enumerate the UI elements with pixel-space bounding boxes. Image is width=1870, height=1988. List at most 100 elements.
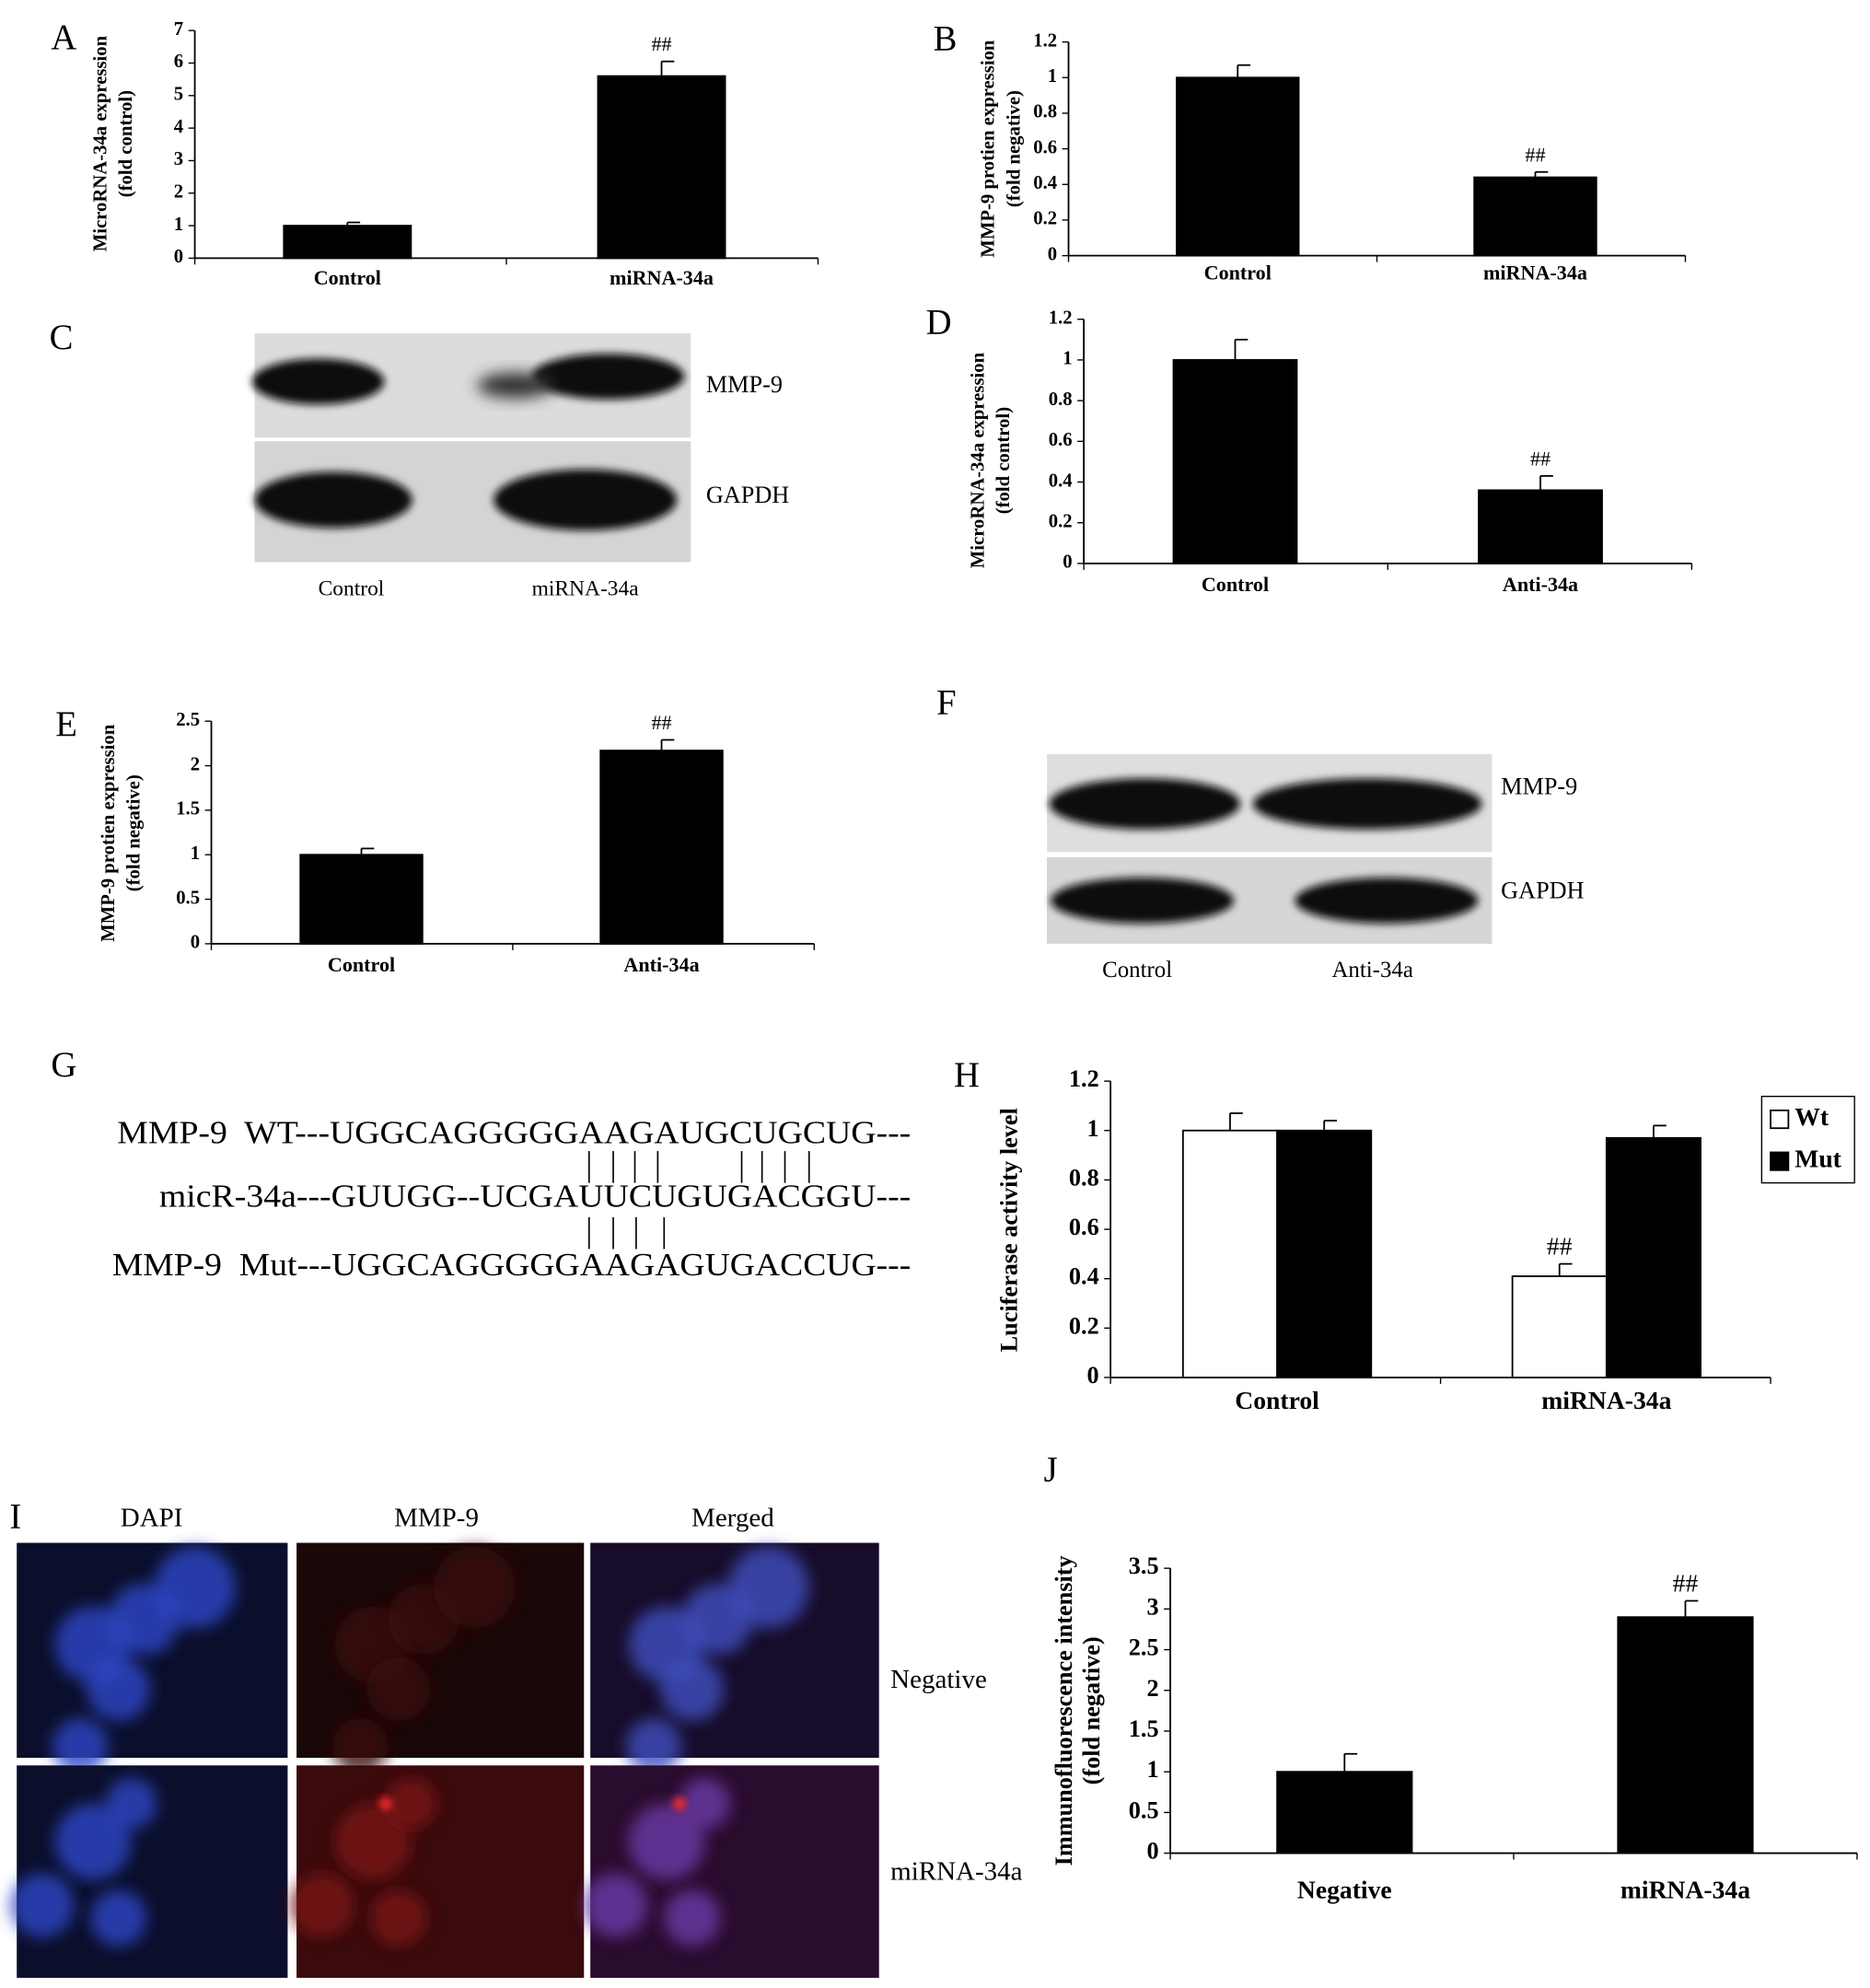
x-tick-label: miRNA-34a	[1541, 1386, 1671, 1414]
y-tick-label: 0.8	[1033, 102, 1057, 122]
y-tick-label: 0.4	[1033, 173, 1057, 193]
cell	[154, 1546, 236, 1629]
band	[494, 469, 678, 531]
y-axis-label: MicroRNA-34a expression	[90, 35, 110, 251]
bar	[1181, 1129, 1278, 1378]
y-tick-label: 0.4	[1069, 1263, 1099, 1290]
y-tick-label: 2.5	[176, 710, 200, 730]
red-spot	[672, 1796, 686, 1810]
cell	[10, 1873, 75, 1937]
red-spot	[378, 1796, 392, 1810]
error-bar	[1558, 1262, 1573, 1277]
panel-label: J	[1044, 1450, 1058, 1489]
annotation: ##	[1530, 447, 1551, 470]
lane-label: Anti-34a	[1331, 958, 1412, 982]
bar	[1617, 1616, 1754, 1854]
error-bar	[660, 60, 675, 76]
row-label: miRNA-34a	[890, 1856, 1023, 1886]
cell	[625, 1718, 682, 1774]
error-bar	[1539, 474, 1553, 491]
lane-label: miRNA-34a	[532, 576, 640, 600]
panel-label: H	[954, 1056, 980, 1095]
panel-label: G	[51, 1046, 76, 1085]
column-label: Merged	[691, 1503, 774, 1532]
y-tick-label: 1	[1063, 349, 1072, 369]
cell	[660, 1657, 725, 1721]
band-label: MMP-9	[706, 371, 783, 398]
band	[1049, 778, 1241, 830]
row-label: Negative	[890, 1665, 987, 1694]
bar	[1473, 176, 1597, 257]
legend-swatch	[1770, 1109, 1790, 1130]
y-axis-label: MicroRNA-34a expression	[969, 352, 989, 568]
cell	[584, 1873, 648, 1937]
annotation: ##	[651, 32, 671, 55]
cell	[290, 1873, 354, 1937]
sequence-line: MMP-9 WT---UGGCAGGGGGAAGAUGCUGCUG---	[117, 1115, 911, 1150]
y-tick-label: 1	[174, 215, 183, 235]
y-tick-label: 0	[1048, 244, 1057, 264]
cell	[679, 1778, 731, 1830]
band-label: GAPDH	[1501, 878, 1584, 904]
band-label: GAPDH	[706, 482, 789, 508]
chart: D 0 0.2 0.4 0.6 0.8 1 1.2 MicroRNA-34a expressio…	[926, 303, 1693, 596]
cell	[628, 1803, 705, 1880]
y-tick-label: 1.5	[1129, 1715, 1159, 1742]
x-tick-label: miRNA-34a	[1483, 261, 1587, 284]
cell	[105, 1778, 157, 1830]
panel-label: F	[936, 684, 957, 723]
chart: A 0 1 2 3 4 5 6 7 MicroRNA-34a expression (fold co…	[51, 18, 819, 289]
bar	[599, 750, 724, 945]
y-tick-label: 0	[174, 247, 183, 267]
y-tick-label: 5	[174, 85, 183, 105]
cell	[366, 1657, 431, 1721]
y-tick-label: 0.2	[1069, 1312, 1099, 1339]
lane-label: Control	[1102, 958, 1172, 982]
chart: E 0 0.5 1 1.5 2 2.5 MMP-9 protien expression (fo…	[55, 705, 815, 976]
bar	[597, 75, 726, 260]
western-blot-f	[1047, 754, 1493, 944]
sequence-line: micR-34a---GUUGG--UCGAUUCUGUGACGGU---	[159, 1180, 911, 1215]
chart: B 0 0.2 0.4 0.6 0.8 1 1.2 MMP-9 protien expressi…	[934, 19, 1687, 284]
band	[1252, 778, 1482, 830]
y-tick-label: 0.2	[1049, 511, 1073, 531]
cell	[727, 1546, 809, 1629]
x-tick-label: Control	[314, 266, 381, 289]
y-tick-label: 0.5	[1129, 1796, 1159, 1823]
y-axis-label: (fold negative)	[1004, 90, 1024, 207]
y-tick-label: 1.5	[176, 799, 200, 820]
panel-label: B	[934, 19, 958, 58]
y-axis-label: (fold negative)	[123, 774, 144, 891]
error-bar	[346, 221, 361, 227]
x-tick-label: Control	[328, 953, 395, 976]
error-bar	[360, 847, 375, 855]
y-tick-label: 2	[1146, 1675, 1158, 1702]
y-tick-label: 0	[1063, 552, 1072, 573]
cell	[434, 1546, 516, 1629]
y-tick-label: 0	[1087, 1362, 1099, 1389]
y-axis-label: (fold control)	[993, 407, 1014, 514]
cell	[664, 1889, 721, 1947]
chart: J 0 0.5 1 1.5 2 2.5 3 3.5 Immunofluorescence inte…	[1044, 1450, 1858, 1904]
x-tick-label: Control	[1235, 1386, 1319, 1414]
y-axis-label: (fold control)	[116, 90, 136, 197]
y-tick-label: 3	[174, 149, 183, 169]
cell	[331, 1718, 389, 1774]
band	[477, 372, 554, 399]
panel-label: E	[55, 705, 77, 744]
x-tick-label: miRNA-34a	[1620, 1876, 1750, 1904]
error-bar	[1684, 1599, 1699, 1618]
legend-swatch	[1770, 1151, 1790, 1171]
y-tick-label: 0.6	[1033, 137, 1057, 157]
y-tick-label: 0.6	[1049, 430, 1073, 450]
column-label: DAPI	[121, 1503, 183, 1532]
bar	[1605, 1136, 1702, 1378]
y-tick-label: 1.2	[1033, 30, 1057, 51]
band	[251, 358, 385, 405]
legend-label: Wt	[1795, 1102, 1829, 1131]
band	[254, 471, 412, 529]
cell	[385, 1778, 437, 1830]
panel-label: I	[9, 1498, 21, 1537]
error-bar	[1534, 170, 1549, 178]
